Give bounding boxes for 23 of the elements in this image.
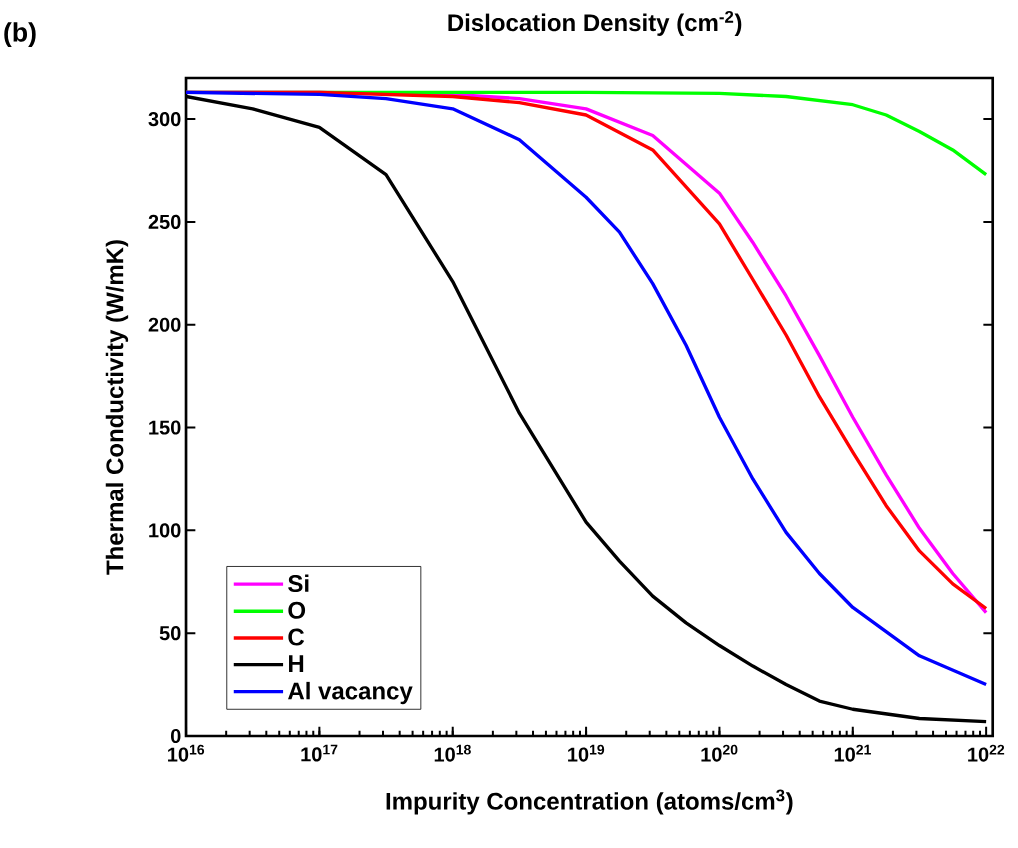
x-tick-label: 10$^{20}$ — [701, 744, 738, 762]
x-axis-title: Impurity Concentration (atoms/cm$^{3}$) — [386, 789, 793, 815]
x-tick-label: 10$^{22}$ — [968, 744, 1005, 762]
y-tick-label: 250 — [148, 214, 181, 229]
y-tick-label: 300 — [148, 112, 181, 127]
legend-label: C — [288, 628, 305, 646]
x-tick-label: 10$^{18}$ — [434, 744, 471, 762]
legend-label: O — [288, 601, 306, 619]
x-tick-label: 10$^{21}$ — [834, 744, 871, 762]
x-tick-label: 10$^{17}$ — [301, 744, 338, 762]
y-tick-label: 150 — [149, 420, 181, 435]
legend-label: Si — [288, 574, 309, 593]
legend-label: Al vacancy — [288, 681, 413, 705]
x-tick-label: 10$^{16}$ — [168, 744, 205, 762]
text: (b) — [4, 22, 36, 48]
x-tick-label: 10$^{19}$ — [568, 744, 605, 762]
legend-label: H — [289, 655, 304, 672]
y-tick-label: 0 — [170, 728, 181, 744]
text: Dislocation Density (cm$^{-2}$) — [448, 10, 742, 36]
y-tick-label: 50 — [159, 626, 181, 641]
y-axis-title: Thermal Conductivity (W/mK) — [105, 240, 129, 575]
y-tick-label: 100 — [149, 523, 181, 538]
y-tick-label: 200 — [148, 317, 181, 332]
